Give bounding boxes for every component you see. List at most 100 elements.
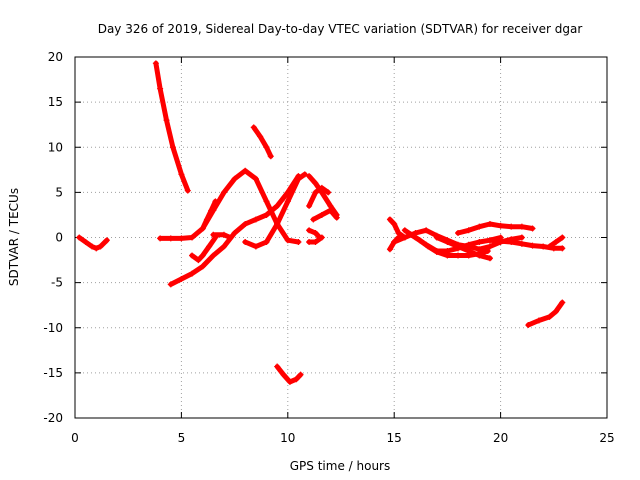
data-point xyxy=(529,242,536,249)
data-point xyxy=(386,246,393,253)
data-point xyxy=(295,239,302,246)
data-point xyxy=(169,144,176,151)
data-point xyxy=(559,234,566,241)
data-point xyxy=(199,225,206,232)
data-point xyxy=(497,238,504,245)
data-point xyxy=(208,207,215,214)
data-point xyxy=(103,237,110,244)
data-point xyxy=(318,184,325,191)
data-point xyxy=(263,239,270,246)
data-point xyxy=(252,216,259,223)
data-point xyxy=(310,216,317,223)
data-point xyxy=(252,175,259,182)
series-arc-8 xyxy=(250,124,274,160)
series-arc-13 xyxy=(310,207,340,223)
data-point xyxy=(465,248,472,255)
data-point xyxy=(203,216,210,223)
data-point xyxy=(178,171,185,178)
y-tick-label: -10 xyxy=(43,321,63,335)
data-point xyxy=(220,243,227,250)
series-line xyxy=(76,235,110,251)
data-point xyxy=(518,234,525,241)
data-point xyxy=(263,198,270,205)
data-point xyxy=(508,239,515,246)
x-tick-label: 0 xyxy=(71,431,79,445)
data-point xyxy=(546,313,553,320)
series-line xyxy=(387,216,408,240)
series-line xyxy=(251,124,274,159)
data-point xyxy=(306,239,313,246)
y-tick-label: 5 xyxy=(55,185,63,199)
data-point xyxy=(306,227,313,234)
data-point xyxy=(284,237,291,244)
data-point xyxy=(484,248,491,255)
data-point xyxy=(465,241,472,248)
data-point xyxy=(423,227,430,234)
data-point xyxy=(167,281,174,288)
data-point xyxy=(263,211,270,218)
data-point xyxy=(178,235,185,242)
series-arc-15 xyxy=(306,234,325,246)
data-point xyxy=(312,229,319,236)
data-point xyxy=(408,231,415,238)
x-tick-label: 20 xyxy=(493,431,508,445)
data-point xyxy=(486,255,493,262)
y-tick-label: 0 xyxy=(55,231,63,245)
data-point xyxy=(497,222,504,229)
y-tick-label: 10 xyxy=(48,140,63,154)
data-point xyxy=(552,308,559,315)
data-point xyxy=(455,229,462,236)
data-point xyxy=(199,263,206,270)
data-point xyxy=(476,223,483,230)
series-arc-1 xyxy=(76,234,110,252)
data-point xyxy=(540,243,547,250)
data-point xyxy=(189,270,196,277)
data-point xyxy=(535,317,542,324)
data-point xyxy=(386,216,393,223)
data-point xyxy=(274,220,281,227)
series-line xyxy=(153,60,191,194)
data-point xyxy=(333,214,340,221)
plot-frame xyxy=(74,56,608,419)
data-point xyxy=(242,167,249,174)
data-point xyxy=(250,124,257,131)
data-point xyxy=(529,225,536,232)
data-point xyxy=(184,187,191,194)
series-arc-11 xyxy=(306,173,340,218)
data-point xyxy=(525,322,532,329)
data-point xyxy=(433,234,440,241)
data-point xyxy=(295,175,302,182)
data-point xyxy=(425,243,432,250)
data-point xyxy=(210,231,217,238)
series-line xyxy=(200,198,218,231)
series-arc-12 xyxy=(306,184,332,209)
data-point xyxy=(220,189,227,196)
data-point xyxy=(312,180,319,187)
data-point xyxy=(325,189,332,196)
data-point xyxy=(416,237,423,244)
data-point xyxy=(401,227,408,234)
y-tick-label: -20 xyxy=(43,411,63,425)
data-point xyxy=(508,223,515,230)
x-axis-label: GPS time / hours xyxy=(290,459,391,473)
data-point xyxy=(82,239,89,246)
data-point xyxy=(189,252,196,259)
series-arc-2 xyxy=(152,60,191,194)
series-line xyxy=(525,300,565,328)
x-tick-label: 15 xyxy=(387,431,402,445)
data-point xyxy=(518,240,525,247)
series-line xyxy=(310,207,340,222)
data-point xyxy=(518,223,525,230)
data-point xyxy=(301,171,308,178)
data-point xyxy=(89,243,96,250)
x-tick-label: 5 xyxy=(178,431,186,445)
data-point xyxy=(157,235,164,242)
data-point xyxy=(286,378,293,385)
grid-lines xyxy=(75,57,607,418)
data-point xyxy=(559,299,566,306)
data-point xyxy=(401,234,408,241)
data-series xyxy=(76,60,566,385)
data-point xyxy=(189,234,196,241)
data-point xyxy=(199,252,206,259)
